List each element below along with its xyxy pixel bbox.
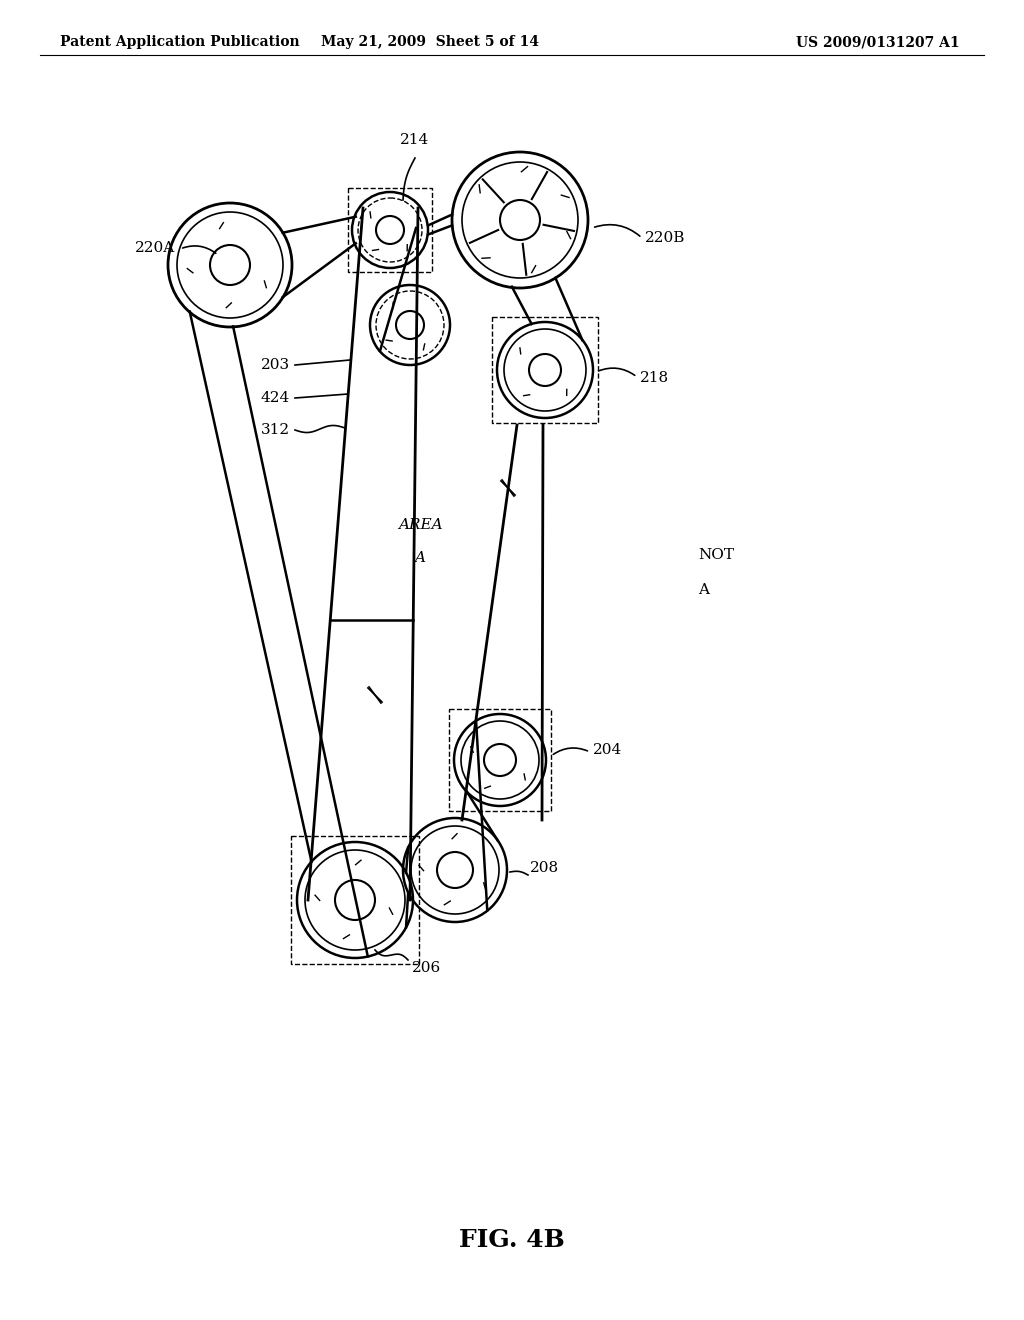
Text: Patent Application Publication: Patent Application Publication <box>60 36 300 49</box>
Text: A: A <box>415 550 426 565</box>
Text: 220B: 220B <box>645 231 685 246</box>
Text: 312: 312 <box>261 422 290 437</box>
Text: 203: 203 <box>261 358 290 372</box>
Text: 204: 204 <box>593 743 623 756</box>
Text: 214: 214 <box>400 133 430 147</box>
Bar <box>450 709 551 810</box>
Text: May 21, 2009  Sheet 5 of 14: May 21, 2009 Sheet 5 of 14 <box>321 36 539 49</box>
Text: 218: 218 <box>640 371 669 385</box>
Bar <box>291 836 419 964</box>
Text: A: A <box>698 583 709 597</box>
Text: AREA: AREA <box>397 517 442 532</box>
Text: 424: 424 <box>261 391 290 405</box>
Text: US 2009/0131207 A1: US 2009/0131207 A1 <box>797 36 961 49</box>
Text: 220A: 220A <box>135 242 175 255</box>
Text: 208: 208 <box>530 861 559 875</box>
Text: 206: 206 <box>412 961 441 975</box>
Bar <box>493 317 598 422</box>
Bar <box>348 189 432 272</box>
Text: NOT: NOT <box>698 548 734 562</box>
Text: FIG. 4B: FIG. 4B <box>459 1228 565 1251</box>
